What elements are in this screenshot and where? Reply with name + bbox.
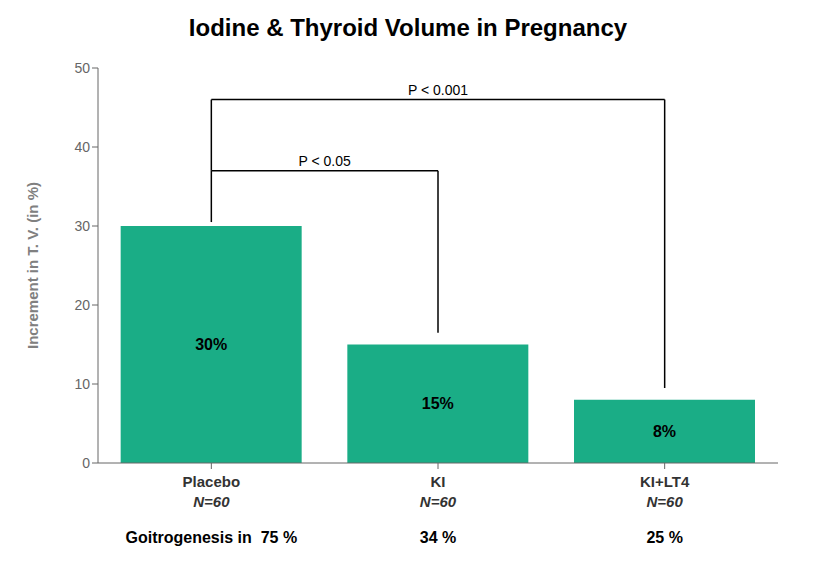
svg-text:N=60: N=60 [193, 493, 230, 510]
svg-text:P < 0.001: P < 0.001 [408, 82, 468, 98]
svg-text:Increment in T. V. (in %): Increment in T. V. (in %) [24, 182, 41, 349]
svg-text:P < 0.05: P < 0.05 [299, 153, 352, 169]
svg-text:KI+LT4: KI+LT4 [640, 473, 690, 490]
svg-text:Placebo: Placebo [183, 473, 241, 490]
svg-text:Goitrogenesis in 75 %: Goitrogenesis in 75 % [126, 529, 298, 546]
svg-text:20: 20 [74, 297, 90, 313]
svg-text:40: 40 [74, 139, 90, 155]
svg-text:0: 0 [82, 455, 90, 471]
svg-text:25 %: 25 % [646, 529, 682, 546]
html-text:Iodine & Thyroid Volume in Pre: Iodine & Thyroid Volume in Pregnancy [188, 14, 628, 41]
svg-text:KI: KI [431, 473, 446, 490]
svg-text:50: 50 [74, 60, 90, 76]
svg-text:30: 30 [74, 218, 90, 234]
svg-text:34 %: 34 % [420, 529, 456, 546]
svg-text:10: 10 [74, 376, 90, 392]
svg-text:15%: 15% [422, 395, 454, 412]
svg-text:30%: 30% [195, 336, 227, 353]
svg-text:8%: 8% [653, 423, 676, 440]
svg-text:N=60: N=60 [420, 493, 457, 510]
svg-text:N=60: N=60 [647, 493, 684, 510]
